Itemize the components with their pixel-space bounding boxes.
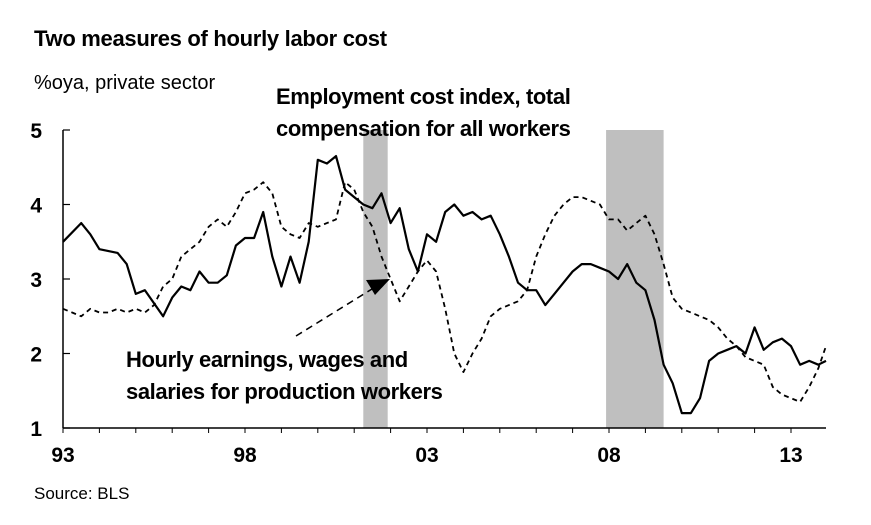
annotation-arrow — [295, 279, 390, 337]
x-tick-label-08: 08 — [597, 444, 621, 467]
chart-subtitle: %oya, private sector — [34, 72, 216, 94]
y-tick-label-4: 4 — [30, 195, 42, 218]
annotation-eci-line2: compensation for all workers — [276, 116, 571, 141]
source-note: Source: BLS — [34, 484, 130, 503]
y-tick-label-1: 1 — [30, 418, 42, 441]
annotation-eci-line1: Employment cost index, total — [276, 84, 571, 109]
arrow-head — [366, 279, 390, 295]
series-line-eci — [62, 155, 827, 415]
annotation-hourly-earnings: Hourly earnings, wages and salaries for … — [126, 344, 443, 408]
annotation-ahe-line1: Hourly earnings, wages and — [126, 347, 408, 372]
axes: 1 2 3 4 5 93 98 03 08 13 — [30, 120, 826, 467]
series-layer — [62, 155, 827, 415]
x-tick-label-03: 03 — [415, 444, 438, 467]
chart-title: Two measures of hourly labor cost — [34, 26, 387, 51]
y-tick-label-2: 2 — [30, 344, 42, 367]
y-tick-label-5: 5 — [30, 120, 42, 143]
y-tick-label-3: 3 — [30, 269, 42, 292]
annotation-ahe-line2: salaries for production workers — [126, 379, 443, 404]
x-tick-label-98: 98 — [233, 444, 257, 467]
x-tick-label-13: 13 — [779, 444, 802, 467]
x-tick-label-93: 93 — [51, 444, 74, 467]
arrow-shaft — [295, 288, 373, 337]
annotation-eci: Employment cost index, total compensatio… — [276, 81, 571, 145]
recession-band-1 — [363, 130, 388, 428]
